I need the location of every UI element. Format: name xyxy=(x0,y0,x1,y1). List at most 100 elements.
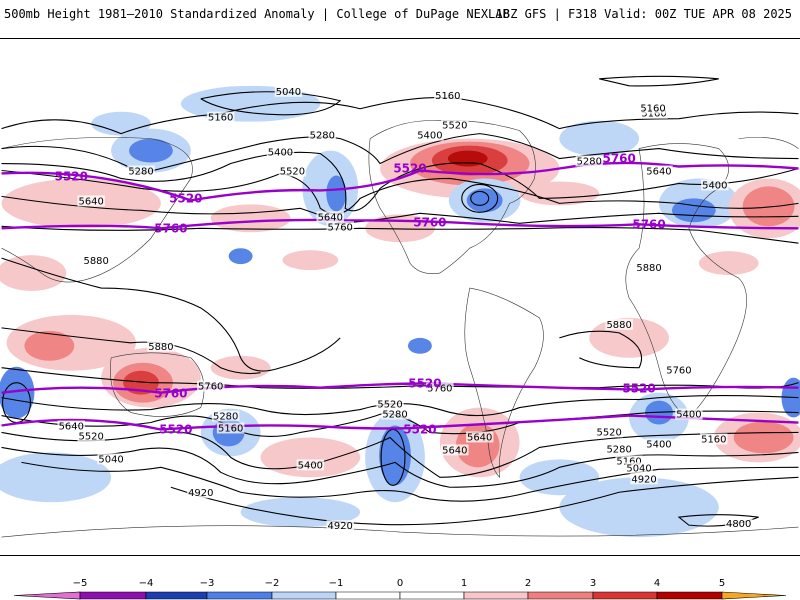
contour-5640-north xyxy=(1,195,799,224)
north-america-outline xyxy=(368,120,536,274)
black-contour-label: 5400 xyxy=(676,410,701,421)
black-contour-label: 5640 xyxy=(646,166,671,177)
anomaly-blob xyxy=(260,437,361,478)
black-contour-label: 5040 xyxy=(276,87,301,98)
antarctica-outline xyxy=(1,525,799,538)
contour-5760-north xyxy=(1,225,799,244)
black-contour-label: 4920 xyxy=(328,521,353,532)
low-center-us-inner xyxy=(470,190,490,206)
black-contour-labels: 5040516051605160516052805280528054005400… xyxy=(57,85,753,532)
anomaly-blob xyxy=(698,251,759,276)
purple-contours xyxy=(1,161,799,431)
south-america-outline xyxy=(464,287,544,479)
black-label-bg xyxy=(441,119,469,131)
colorbar-swatch xyxy=(145,591,208,600)
australia-outline xyxy=(110,352,205,417)
black-label-bg xyxy=(127,165,155,177)
purple-5520-south xyxy=(1,414,799,431)
black-contour-label: 4920 xyxy=(188,488,213,499)
black-contour-label: 5160 xyxy=(641,109,666,120)
black-label-bg xyxy=(635,262,663,274)
low-center-us xyxy=(461,183,499,213)
black-label-bg xyxy=(266,146,295,158)
anomaly-blob xyxy=(0,366,35,419)
asia-outline-east xyxy=(738,137,799,149)
contour-5160-north xyxy=(1,96,799,135)
black-contour-label: 5520 xyxy=(377,400,402,411)
black-contour-label: 5760 xyxy=(328,222,353,233)
black-contour-label: 5760 xyxy=(198,382,223,393)
black-contour-label: 5400 xyxy=(298,460,323,471)
colorbar-swatch xyxy=(656,591,723,600)
asia-outline xyxy=(1,137,193,283)
purple-contour-label: 5760 xyxy=(413,215,446,229)
black-label-bg xyxy=(57,420,86,432)
black-contour-label: 5640 xyxy=(59,421,84,432)
black-label-bg xyxy=(216,422,245,434)
anomaly-blob xyxy=(559,120,640,157)
black-label-bg xyxy=(77,195,105,207)
anomaly-blob xyxy=(671,198,716,223)
black-contour-label: 5880 xyxy=(84,256,109,267)
purple-contour-label: 5760 xyxy=(154,221,187,235)
anomaly-blob xyxy=(0,255,67,292)
black-label-bg xyxy=(465,431,494,443)
colorbar-tick-label: 2 xyxy=(525,578,531,589)
colorbar-tick-label: 1 xyxy=(461,578,467,589)
purple-contour-label: 5760 xyxy=(603,152,636,166)
black-contour-label: 5280 xyxy=(577,157,602,168)
anomaly-blob xyxy=(282,250,339,271)
black-label-bg xyxy=(630,473,658,485)
black-label-bg xyxy=(316,211,345,223)
anomaly-map: 5040516051605160516052805280528054005400… xyxy=(0,38,800,556)
anomaly-blob xyxy=(24,330,75,361)
black-contour-label: 5160 xyxy=(218,423,243,434)
purple-5760-south xyxy=(1,382,799,394)
colorbar-swatch xyxy=(527,591,594,600)
anomaly-blob xyxy=(559,477,719,538)
black-contour-label: 5760 xyxy=(427,384,452,395)
colorbar-tick-label: −1 xyxy=(329,578,344,589)
black-contour-label: 5400 xyxy=(646,439,671,450)
purple-contour-label: 5760 xyxy=(154,387,187,401)
black-label-bg xyxy=(147,340,175,352)
colorbar-tick-label: −3 xyxy=(200,578,215,589)
black-label-bg xyxy=(700,433,728,445)
contour-4920-south xyxy=(170,476,799,526)
black-contour-label: 5280 xyxy=(213,412,238,423)
purple-contour-label: 5520 xyxy=(408,377,441,391)
black-contour-label: 5280 xyxy=(128,166,153,177)
black-label-bg xyxy=(665,364,693,376)
contour-5280-south xyxy=(1,446,799,488)
contour-5400-south xyxy=(1,431,799,478)
black-label-bg xyxy=(376,398,404,410)
black-contour-label: 5040 xyxy=(98,454,123,465)
black-label-bg xyxy=(274,85,303,97)
black-label-bg xyxy=(82,255,110,267)
black-label-bg xyxy=(724,518,753,530)
black-contour-label: 5400 xyxy=(417,131,442,142)
anomaly-blob xyxy=(466,188,503,213)
anomaly-blob xyxy=(326,175,347,212)
black-label-bg xyxy=(426,382,454,394)
black-label-bg xyxy=(296,459,325,471)
black-label-bg xyxy=(416,129,444,141)
colorbar-swatch xyxy=(592,591,658,600)
black-label-bg xyxy=(77,430,105,442)
purple-contour-label: 5520 xyxy=(622,382,655,396)
contour-5880-tropics xyxy=(1,257,341,372)
colorbar-tick-label: −2 xyxy=(265,578,280,589)
black-contour-label: 5160 xyxy=(435,91,460,102)
black-label-bg xyxy=(381,408,409,420)
black-label-bg xyxy=(645,165,673,177)
black-label-bg xyxy=(701,179,729,191)
colorbar-swatch xyxy=(206,591,273,600)
black-contour-label: 5400 xyxy=(702,180,727,191)
colorbar-tick-label: 5 xyxy=(719,578,725,589)
europe-africa-outline xyxy=(625,143,747,418)
black-contour-label: 4800 xyxy=(726,519,751,530)
black-label-bg xyxy=(326,221,354,233)
colorbar-tick-label: 4 xyxy=(654,578,660,589)
black-label-bg xyxy=(441,444,469,456)
black-contour-label: 5640 xyxy=(318,212,343,223)
